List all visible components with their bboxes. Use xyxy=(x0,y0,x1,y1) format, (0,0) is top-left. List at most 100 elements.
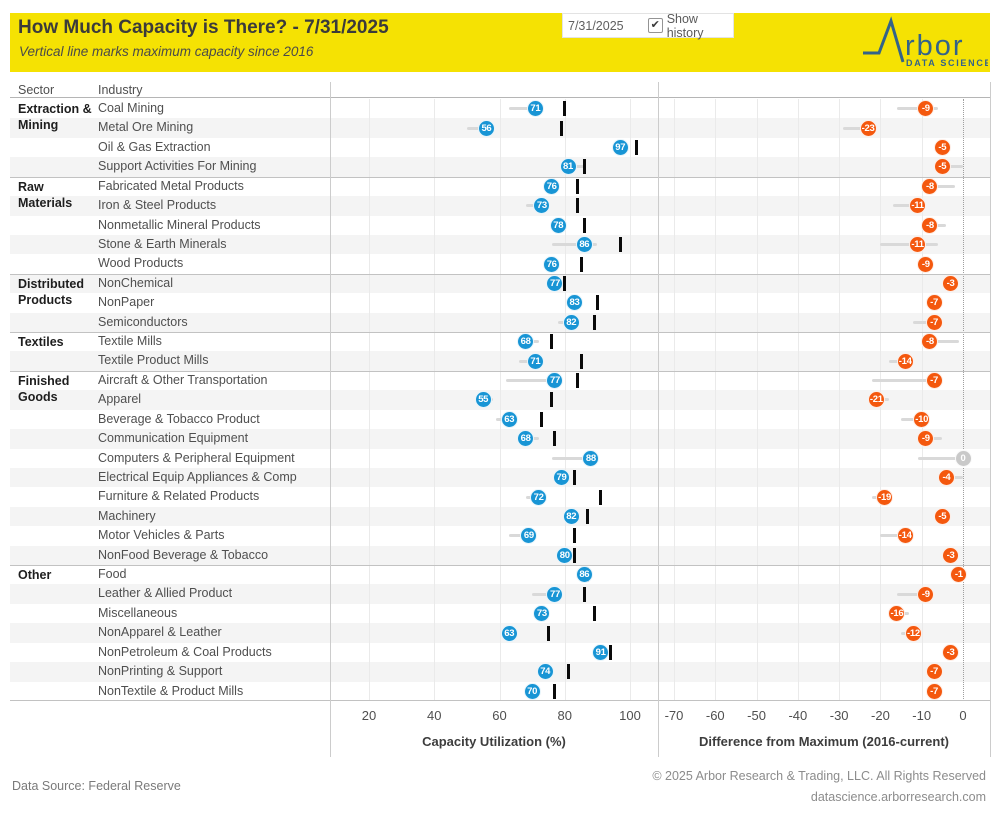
difference-dot[interactable]: -4 xyxy=(937,469,955,487)
max-capacity-tick[interactable] xyxy=(563,101,567,117)
max-capacity-tick[interactable] xyxy=(546,625,550,641)
difference-dot[interactable]: -3 xyxy=(942,643,960,661)
industry-label[interactable]: Iron & Steel Products xyxy=(98,198,217,213)
max-capacity-tick[interactable] xyxy=(582,586,586,602)
industry-label[interactable]: Communication Equipment xyxy=(98,431,249,446)
max-capacity-tick[interactable] xyxy=(573,528,577,544)
max-capacity-tick[interactable] xyxy=(579,353,583,369)
utilization-dot[interactable]: 72 xyxy=(530,488,548,506)
difference-dot[interactable]: -5 xyxy=(933,139,951,157)
utilization-dot[interactable]: 78 xyxy=(549,216,567,234)
industry-label[interactable]: NonChemical xyxy=(98,275,174,290)
difference-dot[interactable]: -7 xyxy=(925,372,943,390)
utilization-dot[interactable]: 56 xyxy=(477,119,495,137)
difference-dot[interactable]: -1 xyxy=(950,566,968,584)
max-capacity-tick[interactable] xyxy=(573,470,577,486)
utilization-dot[interactable]: 77 xyxy=(546,585,564,603)
max-capacity-tick[interactable] xyxy=(592,314,596,330)
max-capacity-tick[interactable] xyxy=(582,159,586,175)
utilization-dot[interactable]: 68 xyxy=(517,333,535,351)
sector-label[interactable]: Finished Goods xyxy=(18,373,70,405)
difference-dot[interactable]: -9 xyxy=(917,430,935,448)
industry-label[interactable]: Fabricated Metal Products xyxy=(98,178,244,193)
difference-dot[interactable]: -7 xyxy=(925,663,943,681)
utilization-dot[interactable]: 55 xyxy=(474,391,492,409)
difference-dot[interactable]: -12 xyxy=(904,624,922,642)
industry-label[interactable]: NonPetroleum & Coal Products xyxy=(98,644,272,659)
utilization-dot[interactable]: 81 xyxy=(559,158,577,176)
utilization-dot[interactable]: 73 xyxy=(533,197,551,215)
difference-dot[interactable]: -7 xyxy=(925,313,943,331)
industry-label[interactable]: Support Activities For Mining xyxy=(98,159,257,174)
utilization-dot[interactable]: 82 xyxy=(562,508,580,525)
utilization-dot[interactable]: 70 xyxy=(523,682,541,700)
sector-label[interactable]: Distributed Products xyxy=(18,276,84,308)
difference-dot[interactable]: -14 xyxy=(896,352,914,370)
industry-label[interactable]: Semiconductors xyxy=(98,314,188,329)
max-capacity-tick[interactable] xyxy=(559,120,563,136)
max-capacity-tick[interactable] xyxy=(576,198,580,214)
max-capacity-tick[interactable] xyxy=(553,431,557,447)
sector-label[interactable]: Textiles xyxy=(18,335,64,350)
sector-label[interactable]: Other xyxy=(18,568,52,583)
show-history-checkbox[interactable]: ✔ xyxy=(647,18,663,33)
utilization-dot[interactable]: 63 xyxy=(500,410,518,428)
difference-dot[interactable]: -21 xyxy=(867,391,885,409)
industry-label[interactable]: Coal Mining xyxy=(98,101,165,115)
sector-label[interactable]: Raw Materials xyxy=(18,179,73,210)
sector-label[interactable]: Extraction & Mining xyxy=(18,102,92,133)
difference-dot[interactable]: -11 xyxy=(909,197,927,215)
difference-dot[interactable]: -19 xyxy=(876,488,894,506)
max-capacity-tick[interactable] xyxy=(566,664,570,680)
industry-label[interactable]: Oil & Gas Extraction xyxy=(98,139,211,154)
difference-dot[interactable]: -3 xyxy=(942,546,960,564)
difference-dot[interactable]: -5 xyxy=(933,158,951,176)
utilization-dot[interactable]: 71 xyxy=(526,100,544,118)
utilization-dot[interactable]: 69 xyxy=(520,527,538,545)
industry-label[interactable]: NonFood Beverage & Tobacco xyxy=(98,547,269,562)
show-history-label[interactable]: Show history xyxy=(666,11,704,40)
industry-label[interactable]: NonApparel & Leather xyxy=(98,625,222,640)
industry-label[interactable]: Wood Products xyxy=(98,256,184,271)
utilization-dot[interactable]: 82 xyxy=(562,313,580,331)
difference-dot[interactable]: -10 xyxy=(913,410,931,428)
utilization-dot[interactable]: 80 xyxy=(556,546,574,564)
utilization-dot[interactable]: 88 xyxy=(582,449,600,467)
difference-dot[interactable]: -9 xyxy=(917,585,935,603)
utilization-dot[interactable]: 63 xyxy=(500,624,518,642)
utilization-dot[interactable]: 86 xyxy=(575,236,593,254)
industry-label[interactable]: NonPaper xyxy=(98,295,155,310)
industry-label[interactable]: Beverage & Tobacco Product xyxy=(98,411,260,426)
utilization-dot[interactable]: 71 xyxy=(526,352,544,370)
max-capacity-tick[interactable] xyxy=(553,683,557,699)
industry-label[interactable]: Furniture & Related Products xyxy=(98,489,260,504)
difference-dot[interactable]: -3 xyxy=(942,274,960,292)
utilization-dot[interactable]: 77 xyxy=(546,274,564,292)
industry-label[interactable]: Leather & Allied Product xyxy=(98,586,233,601)
industry-label[interactable]: Motor Vehicles & Parts xyxy=(98,528,225,543)
utilization-dot[interactable]: 86 xyxy=(575,566,593,584)
max-capacity-tick[interactable] xyxy=(576,373,580,389)
industry-label[interactable]: Electrical Equip Appliances & Comp xyxy=(98,469,297,484)
industry-label[interactable]: Food xyxy=(98,567,127,582)
max-capacity-tick[interactable] xyxy=(579,256,583,272)
max-capacity-tick[interactable] xyxy=(635,140,639,156)
industry-label[interactable]: Machinery xyxy=(98,508,156,523)
industry-label[interactable]: Aircraft & Other Transportation xyxy=(98,372,268,387)
max-capacity-tick[interactable] xyxy=(595,295,599,311)
date-input[interactable]: 7/31/2025 xyxy=(568,18,624,33)
max-capacity-tick[interactable] xyxy=(599,489,603,505)
industry-label[interactable]: Textile Product Mills xyxy=(98,353,209,368)
industry-label[interactable]: Stone & Earth Minerals xyxy=(98,236,227,251)
max-capacity-tick[interactable] xyxy=(618,237,622,253)
utilization-dot[interactable]: 79 xyxy=(552,469,570,487)
difference-dot[interactable]: -14 xyxy=(896,527,914,545)
max-capacity-tick[interactable] xyxy=(563,275,567,291)
difference-dot[interactable]: -7 xyxy=(925,682,943,700)
industry-label[interactable]: Nonmetallic Mineral Products xyxy=(98,217,261,232)
industry-label[interactable]: Computers & Peripheral Equipment xyxy=(98,450,295,465)
max-capacity-tick[interactable] xyxy=(582,217,586,233)
max-capacity-tick[interactable] xyxy=(576,178,580,194)
max-capacity-tick[interactable] xyxy=(586,509,590,524)
utilization-dot[interactable]: 83 xyxy=(566,294,584,312)
